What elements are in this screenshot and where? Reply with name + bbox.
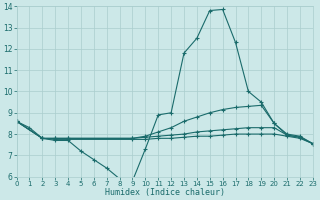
X-axis label: Humidex (Indice chaleur): Humidex (Indice chaleur): [105, 188, 225, 197]
